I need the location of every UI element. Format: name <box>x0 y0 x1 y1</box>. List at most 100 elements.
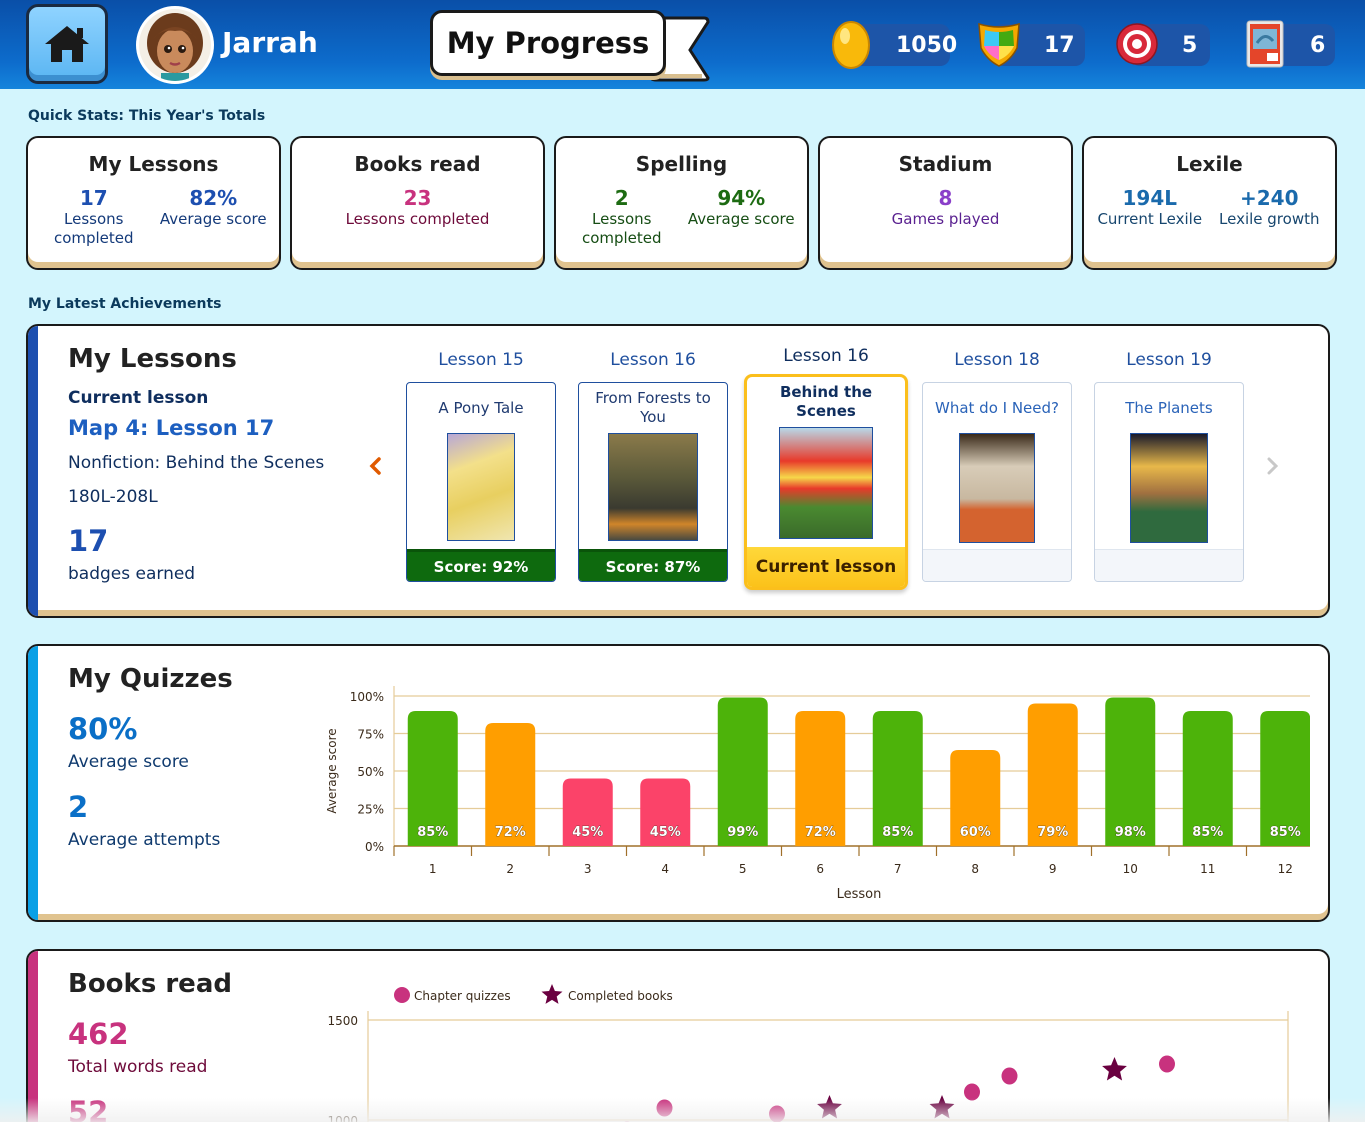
svg-text:4: 4 <box>661 862 669 876</box>
lesson-footer-empty <box>923 549 1071 581</box>
home-button[interactable] <box>26 4 108 84</box>
badges-label: badges earned <box>68 564 196 584</box>
svg-text:25%: 25% <box>357 803 384 817</box>
svg-text:85%: 85% <box>1192 825 1223 840</box>
quick-stat-value: 82% <box>189 186 238 210</box>
chevron-right-icon <box>1267 457 1279 475</box>
lesson-book-title: From Forests to You <box>595 389 711 426</box>
svg-text:60%: 60% <box>960 825 991 840</box>
svg-text:7: 7 <box>894 862 902 876</box>
carousel-next-button[interactable] <box>1266 456 1280 480</box>
quick-stat-label: Average score <box>159 210 267 228</box>
svg-text:8: 8 <box>971 862 979 876</box>
svg-text:45%: 45% <box>650 825 681 840</box>
quick-stat-label: Average score <box>687 210 795 228</box>
badges-value: 17 <box>1044 32 1075 58</box>
lesson-card-body[interactable]: What do I Need? <box>922 382 1072 582</box>
panel-title: My Lessons <box>68 344 237 374</box>
svg-text:72%: 72% <box>495 825 526 840</box>
lesson-card-body[interactable]: The Planets <box>1094 382 1244 582</box>
current-lesson-label: Current lesson <box>68 388 209 408</box>
quick-stat-value: 194L <box>1122 186 1178 210</box>
quick-stat-value: +240 <box>1239 186 1299 210</box>
quick-stat-value: 94% <box>717 186 766 210</box>
home-icon <box>45 26 89 62</box>
username: Jarrah <box>222 26 318 59</box>
avatar[interactable] <box>136 6 214 84</box>
quiz-score-bar-chart: 0% 25% 50% 75% 100% 85% 1 72% 2 45% 3 45% 4 99% 5 72% 6 8… <box>325 686 1310 902</box>
quick-stat-lexile[interactable]: Lexile 194L Current Lexile +240 Lexile gro… <box>1082 136 1337 270</box>
shield-badge-icon <box>972 16 1026 72</box>
lesson-card-body[interactable]: From Forests to You Score: 87% <box>578 382 728 582</box>
quick-stat-value: 23 <box>403 186 432 210</box>
lesson-card-body[interactable]: Behind the Scenes Current lesson <box>744 374 908 590</box>
lesson-card-16a[interactable]: Lesson 16 From Forests to You Score: 87% <box>578 350 728 582</box>
quick-stat-spelling[interactable]: Spelling 2 Lessons completed 94% Average s… <box>554 136 809 270</box>
my-quizzes-panel: My Quizzes 8 0% Average score 2 Average a… <box>26 644 1330 922</box>
svg-text:5: 5 <box>739 862 747 876</box>
lesson-book-title: What do I Need? <box>935 398 1059 417</box>
quick-stat-label: Current Lexile <box>1097 210 1203 228</box>
trading-card-icon <box>1238 16 1292 72</box>
badges-counter[interactable]: 17 <box>978 22 1085 67</box>
quick-stat-label: Lexile growth <box>1219 210 1320 228</box>
svg-text:79%: 79% <box>1037 825 1068 840</box>
current-lesson-map: Map 4: Lesson 17 <box>68 416 275 440</box>
lesson-heading: Lesson 18 <box>954 350 1040 370</box>
lesson-book-title: The Planets <box>1125 398 1213 417</box>
svg-text:10: 10 <box>1123 862 1138 876</box>
chevron-left-icon <box>369 457 381 475</box>
page-title: My Progress <box>430 10 666 76</box>
cards-counter[interactable]: 6 <box>1246 20 1335 68</box>
total-words-value: 462 <box>68 1017 129 1051</box>
lesson-heading: Lesson 19 <box>1126 350 1212 370</box>
svg-text:0%: 0% <box>365 840 384 854</box>
svg-text:75%: 75% <box>357 728 384 742</box>
svg-text:99%: 99% <box>727 825 758 840</box>
targets-counter[interactable]: 5 <box>1116 23 1210 66</box>
lesson-card-body[interactable]: A Pony Tale Score: 92% <box>406 382 556 582</box>
lesson-footer-empty <box>1095 549 1243 581</box>
quick-stat-books-read[interactable]: Books read 23 Lessons completed <box>290 136 545 270</box>
quick-stat-label: Lessons completed <box>581 210 662 247</box>
book-cover-behind-scenes <box>779 427 873 539</box>
svg-text:6: 6 <box>816 862 824 876</box>
lesson-card-19[interactable]: Lesson 19 The Planets <box>1094 350 1244 582</box>
quiz-avg-attempts-label: Average attempts <box>68 830 221 850</box>
svg-text:45%: 45% <box>572 825 603 840</box>
svg-text:Completed books: Completed books <box>568 989 673 1003</box>
panel-accent-stripe <box>28 951 38 1122</box>
svg-text:12: 12 <box>1278 862 1293 876</box>
svg-text:Chapter quizzes: Chapter quizzes <box>414 989 511 1003</box>
coins-value: 1050 <box>896 32 958 58</box>
quick-stat-value: 17 <box>79 186 108 210</box>
quick-stat-stadium[interactable]: Stadium 8 Games played <box>818 136 1073 270</box>
coins-counter[interactable]: 1050 <box>832 21 957 69</box>
cards-value: 6 <box>1310 32 1326 58</box>
books-read-panel: Books read 462 Total words read 52 50010… <box>26 949 1330 1122</box>
svg-text:100%: 100% <box>350 690 384 704</box>
panel-title: My Quizzes <box>68 664 233 694</box>
quick-stat-my-lessons[interactable]: My Lessons 17 Lessons completed 82% Averag… <box>26 136 281 270</box>
quick-stat-title: Stadium <box>898 152 993 176</box>
svg-text:Average score: Average score <box>325 728 339 813</box>
lesson-card-16b-current[interactable]: Lesson 16 Behind the Scenes Current less… <box>744 346 908 590</box>
svg-text:2: 2 <box>506 862 514 876</box>
lesson-card-18[interactable]: Lesson 18 What do I Need? <box>922 350 1072 582</box>
svg-text:11: 11 <box>1200 862 1215 876</box>
carousel-prev-button[interactable] <box>368 454 382 482</box>
quick-stat-label: Lessons completed <box>345 210 490 228</box>
lesson-heading: Lesson 15 <box>438 350 524 370</box>
svg-text:98%: 98% <box>1115 825 1146 840</box>
quiz-avg-score-label: Average score <box>68 752 189 772</box>
quick-stat-title: Lexile <box>1176 152 1243 176</box>
lesson-card-15[interactable]: Lesson 15 A Pony Tale Score: 92% <box>406 350 556 582</box>
quick-stat-title: Spelling <box>635 152 728 176</box>
badges-count: 17 <box>68 524 109 558</box>
quick-stats-label: Quick Stats: This Year's Totals <box>28 108 266 124</box>
book-cover-forests <box>608 433 698 541</box>
svg-text:50%: 50% <box>357 765 384 779</box>
quick-stat-title: My Lessons <box>88 152 219 176</box>
lesson-score: Score: 92% <box>407 549 555 581</box>
quick-stat-label: Games played <box>891 210 1000 228</box>
